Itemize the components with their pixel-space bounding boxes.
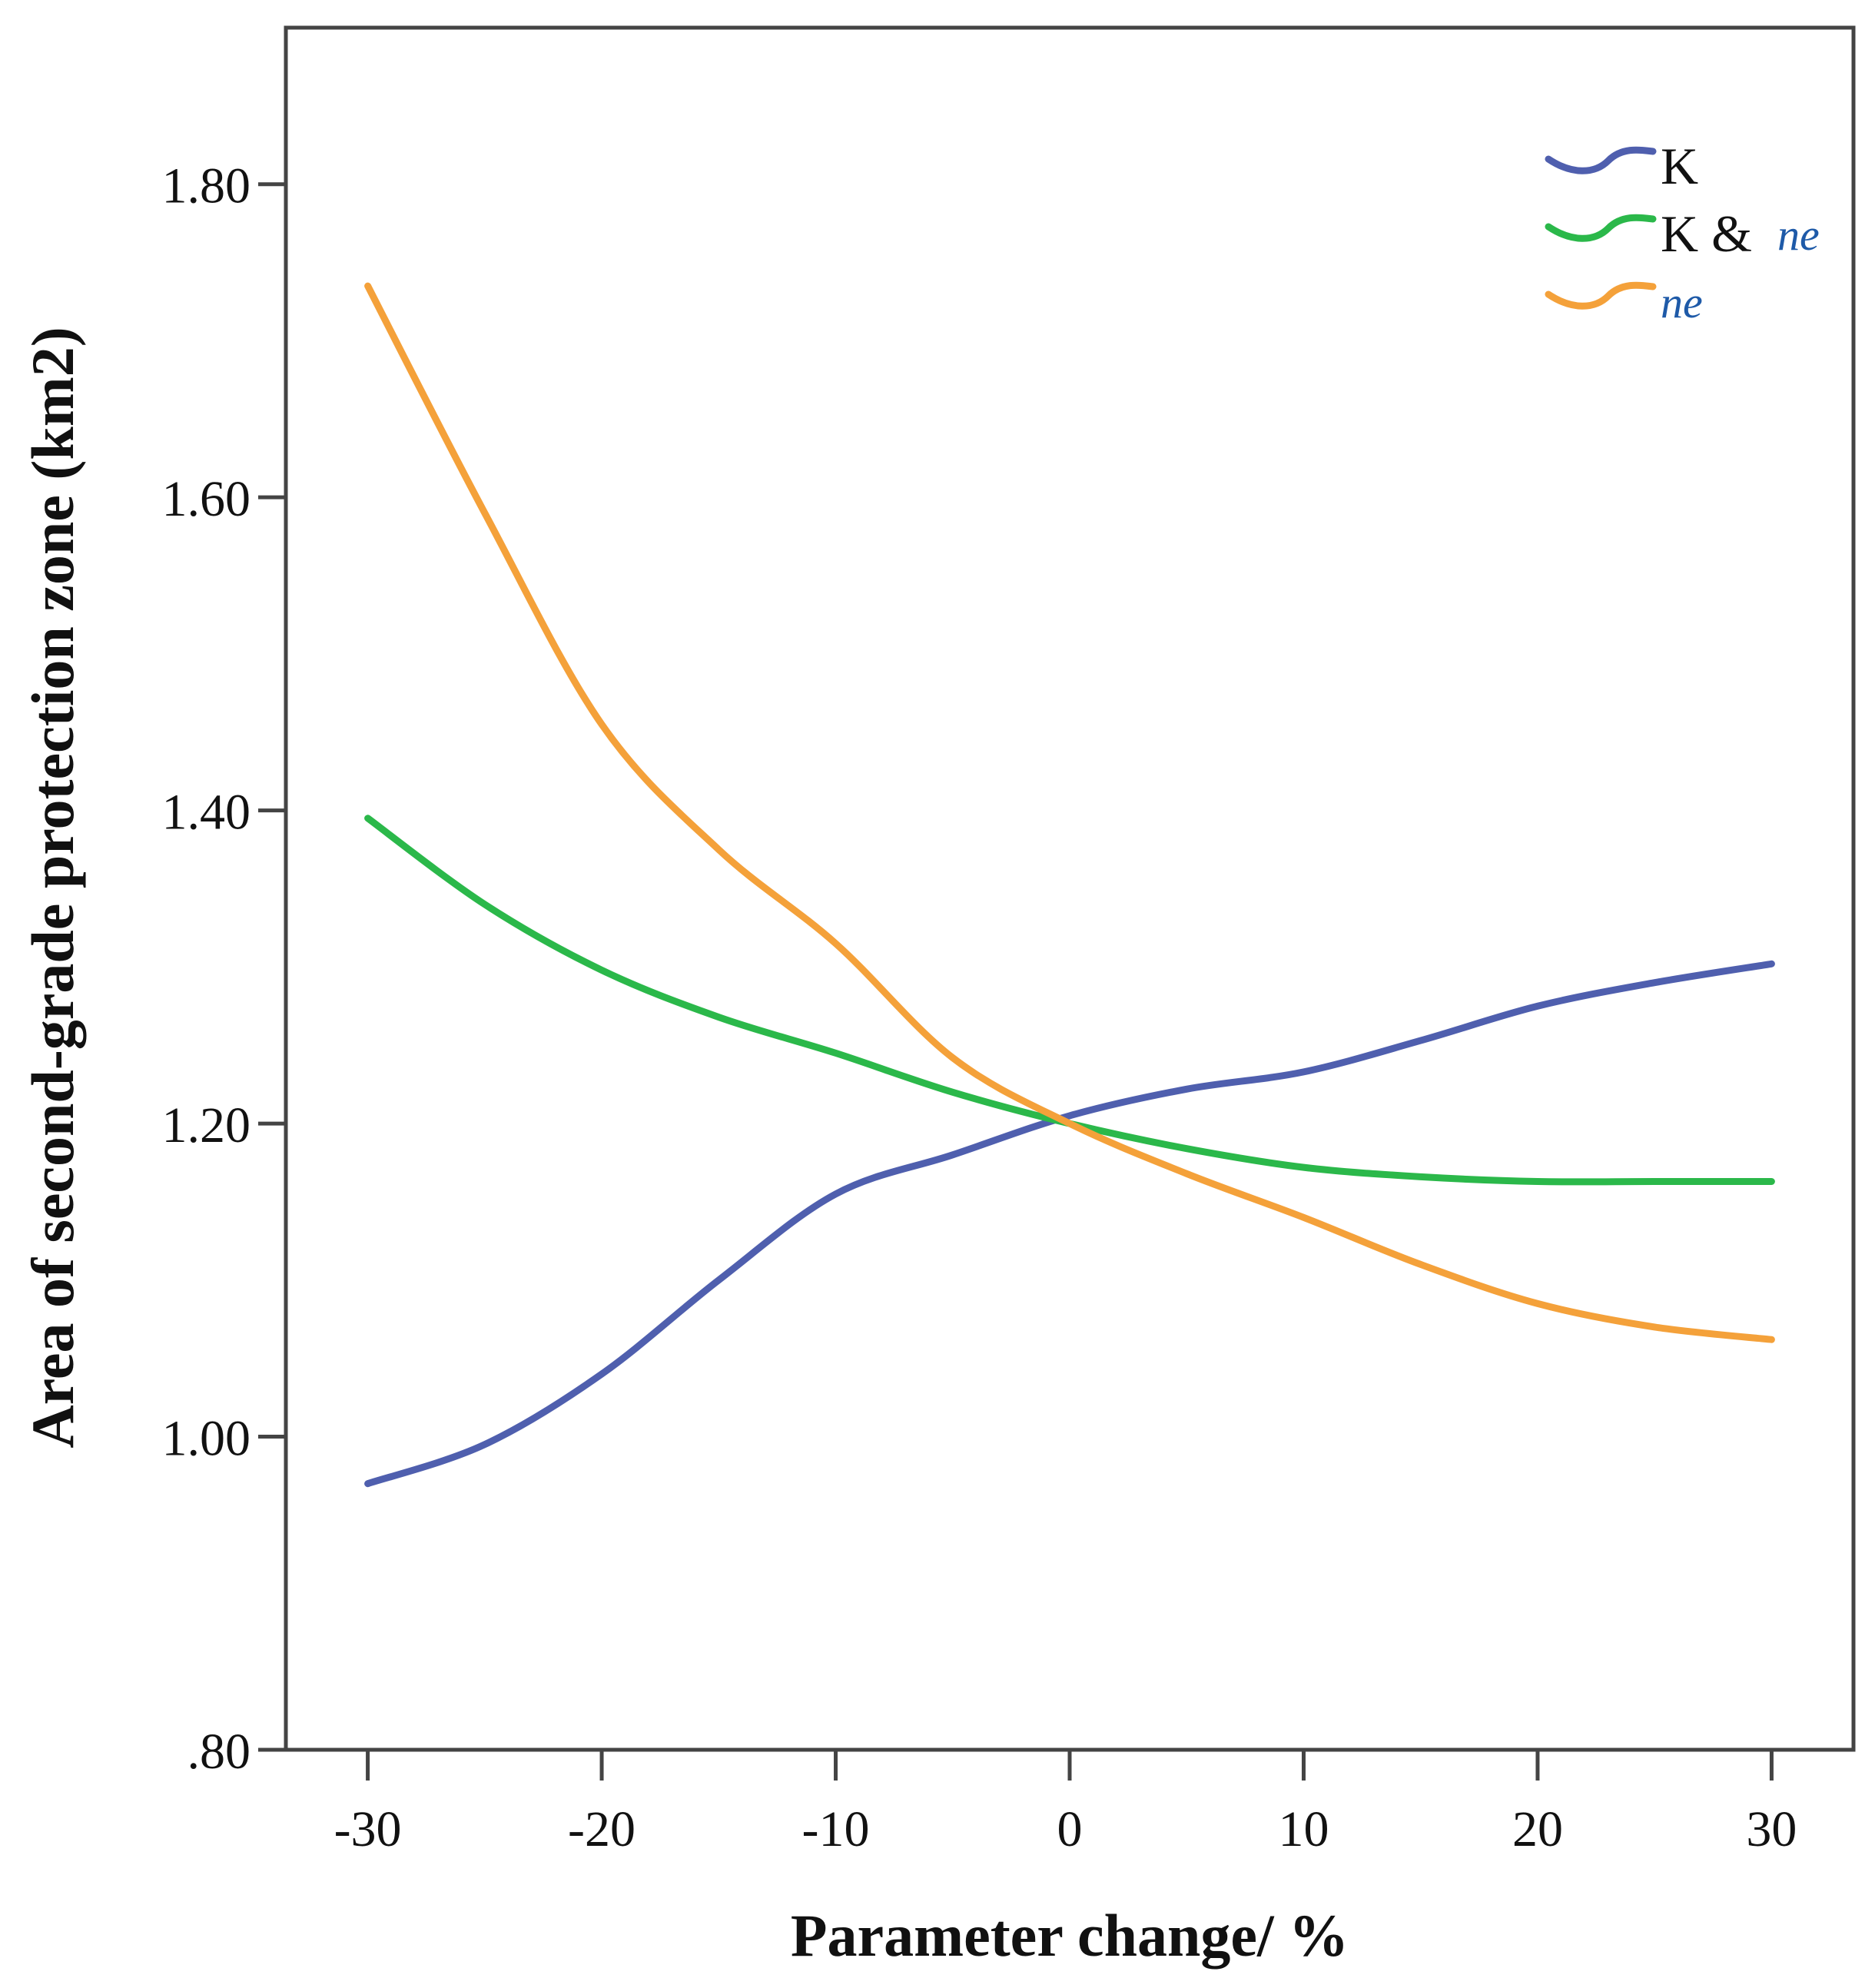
legend-label-italic: ne (1777, 210, 1820, 260)
x-tick-label: 30 (1746, 1801, 1797, 1857)
y-tick-label: 1.40 (162, 785, 251, 841)
legend-swatch-ne (1545, 281, 1657, 310)
y-tick-label: 1.00 (162, 1411, 251, 1467)
y-axis: .80 1.00 1.20 1.40 1.60 1.80 (162, 158, 286, 1780)
legend-label-italic: ne (1661, 277, 1703, 327)
legend: K K & ne ne (1545, 137, 1820, 327)
y-tick-label: 1.20 (162, 1097, 251, 1153)
y-tick-label: .80 (188, 1724, 251, 1780)
y-axis-title: Area of second-grade protection zone (km… (19, 327, 86, 1448)
legend-label: K & (1661, 204, 1752, 263)
series-line-ne (364, 282, 1775, 1343)
x-axis: -30 -20 -10 0 10 20 30 (334, 1750, 1797, 1857)
x-tick-label: -20 (568, 1801, 636, 1857)
x-tick-label: -30 (334, 1801, 402, 1857)
x-tick-label: 10 (1278, 1801, 1329, 1857)
x-tick-label: -10 (802, 1801, 870, 1857)
y-tick-label: 1.60 (162, 471, 251, 527)
x-tick-label: 0 (1057, 1801, 1083, 1857)
y-tick-label: 1.80 (162, 158, 251, 214)
legend-swatch-k-ne (1545, 214, 1657, 242)
legend-label: K (1661, 137, 1698, 195)
x-tick-label: 20 (1512, 1801, 1563, 1857)
legend-swatch-k (1545, 146, 1657, 174)
series-line-k (364, 960, 1775, 1488)
series-lines (364, 282, 1775, 1488)
x-axis-title: Parameter change/ % (791, 1902, 1349, 1969)
